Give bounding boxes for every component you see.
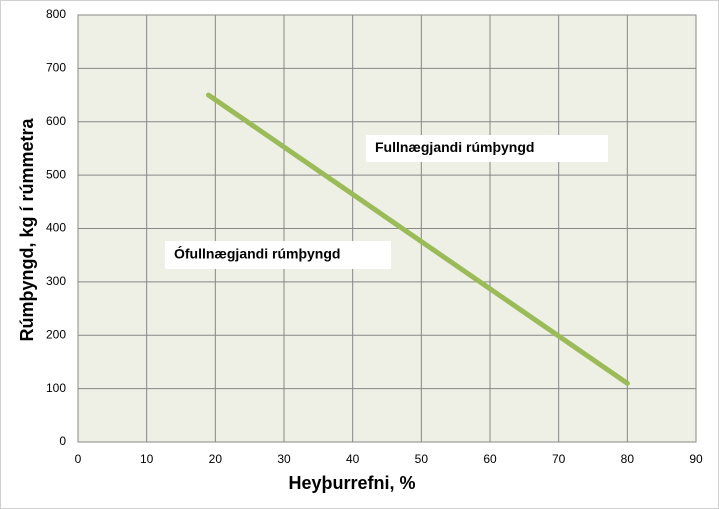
x-axis-label: Heyþurrefni, % (288, 473, 415, 493)
x-tick-label: 60 (483, 452, 497, 466)
x-tick-label: 70 (552, 452, 566, 466)
data-line (205, 92, 630, 386)
y-tick-label: 600 (46, 114, 66, 128)
y-tick-label: 500 (46, 167, 66, 181)
y-axis-label: Rúmþyngd, kg í rúmmetra (17, 117, 37, 341)
annotation-box (165, 241, 391, 269)
y-tick-label: 300 (46, 274, 66, 288)
y-tick-label: 0 (59, 434, 66, 448)
y-tick-label: 400 (46, 221, 66, 235)
y-tick-label: 200 (46, 327, 66, 341)
x-tick-label: 50 (415, 452, 429, 466)
x-tick-label: 10 (140, 452, 154, 466)
x-tick-label: 20 (209, 452, 223, 466)
y-tick-label: 700 (46, 61, 66, 75)
x-tick-label: 80 (621, 452, 635, 466)
annotation-box (366, 135, 608, 162)
x-tick-label: 0 (75, 452, 82, 466)
x-tick-label: 40 (346, 452, 360, 466)
y-tick-label: 100 (46, 381, 66, 395)
x-tick-label: 30 (277, 452, 291, 466)
annotation: Ófullnægjandi rúmþyngd (174, 245, 340, 262)
y-tick-label: 800 (46, 7, 66, 21)
x-tick-label: 90 (689, 452, 703, 466)
annotation: Fullnægjandi rúmþyngd (375, 139, 534, 155)
